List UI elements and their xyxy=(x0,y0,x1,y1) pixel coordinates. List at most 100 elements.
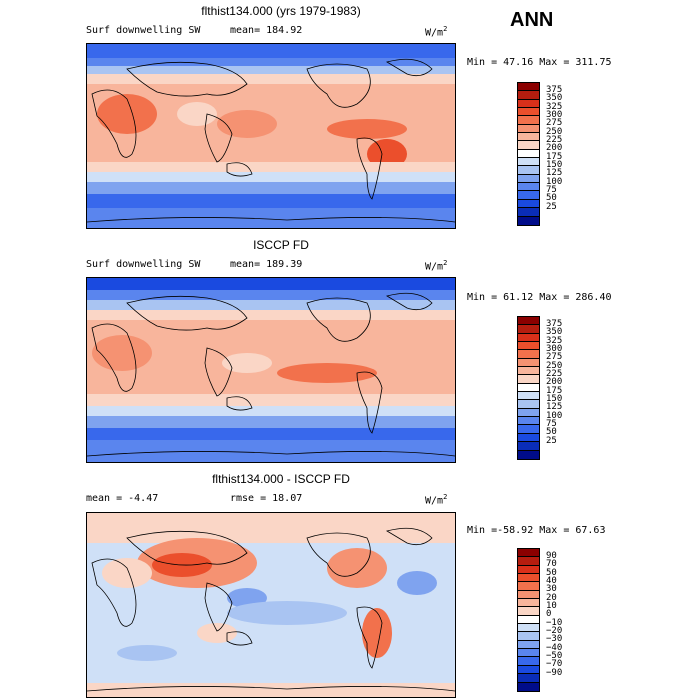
colorbar-level-label: 0 xyxy=(546,609,552,620)
colorbar-level-label: 30 xyxy=(546,584,557,595)
colorbar-level-label: −40 xyxy=(546,642,563,653)
colorbar-level-label: 200 xyxy=(546,143,563,154)
colorbar-level-label: 225 xyxy=(546,134,563,145)
panel-1-title: flthist134.000 (yrs 1979-1983) xyxy=(201,4,361,18)
colorbar-level-label: 175 xyxy=(546,151,563,162)
panel-3-title: flthist134.000 - ISCCP FD xyxy=(212,472,350,486)
colorbar-swatch xyxy=(518,141,539,150)
colorbar-level-label: 100 xyxy=(546,410,563,421)
colorbar-swatch xyxy=(518,624,539,633)
colorbar-swatch xyxy=(518,665,539,675)
colorbar-swatch xyxy=(518,425,539,434)
panel-1-map xyxy=(86,43,456,229)
colorbar-swatch xyxy=(518,557,539,566)
panel-1-left-label: Surf downwelling SW xyxy=(86,25,201,36)
panel-3-rmse-label: rmse = 18.07 xyxy=(230,493,303,504)
colorbar-swatch xyxy=(518,450,539,459)
colorbar-level-label: −70 xyxy=(546,659,563,670)
colorbar-swatch xyxy=(518,582,539,591)
colorbar-swatch xyxy=(518,174,539,184)
colorbar-level-label: 100 xyxy=(546,176,563,187)
colorbar-swatch xyxy=(518,433,539,443)
colorbar-level-label: 90 xyxy=(546,550,557,561)
season-label: ANN xyxy=(510,9,554,31)
colorbar-swatch xyxy=(518,166,539,175)
colorbar-swatch xyxy=(518,640,539,650)
panel-2-title: ISCCP FD xyxy=(253,238,309,252)
colorbar-swatch xyxy=(518,333,539,343)
colorbar-level-label: −30 xyxy=(546,634,563,645)
colorbar-level-label: 70 xyxy=(546,559,557,570)
panel-3-units: W/m2 xyxy=(425,493,448,507)
colorbar-level-label: 300 xyxy=(546,109,563,120)
colorbar-swatch xyxy=(518,199,539,209)
colorbar-level-label: −10 xyxy=(546,617,563,628)
colorbar-swatch xyxy=(518,599,539,608)
colorbar-swatch xyxy=(518,549,539,558)
colorbar-level-label: 125 xyxy=(546,402,563,413)
colorbar-level-label: 375 xyxy=(546,84,563,95)
colorbar-level-label: 50 xyxy=(546,427,557,438)
panel-3-minmax: Min =-58.92 Max = 67.63 xyxy=(467,525,606,536)
colorbar-swatch xyxy=(518,99,539,109)
colorbar-level-label: 350 xyxy=(546,327,563,338)
colorbar-level-label: 150 xyxy=(546,160,563,171)
colorbar-level-label: 350 xyxy=(546,93,563,104)
colorbar-level-label: 10 xyxy=(546,600,557,611)
panel-2-units: W/m2 xyxy=(425,259,448,273)
colorbar-level-label: 375 xyxy=(546,318,563,329)
panel-3-colorbar xyxy=(517,548,540,692)
colorbar-swatch xyxy=(518,590,539,600)
colorbar-level-label: 175 xyxy=(546,385,563,396)
panel-2-colorbar xyxy=(517,316,540,460)
colorbar-level-label: 250 xyxy=(546,360,563,371)
colorbar-level-label: 275 xyxy=(546,118,563,129)
colorbar-level-label: 150 xyxy=(546,394,563,405)
colorbar-level-label: 225 xyxy=(546,368,563,379)
colorbar-level-label: 250 xyxy=(546,126,563,137)
colorbar-level-label: 300 xyxy=(546,343,563,354)
colorbar-swatch xyxy=(518,392,539,401)
colorbar-level-label: 200 xyxy=(546,377,563,388)
colorbar-swatch xyxy=(518,208,539,217)
colorbar-swatch xyxy=(518,442,539,451)
colorbar-swatch xyxy=(518,674,539,683)
panel-1-mean-label: mean= 184.92 xyxy=(230,25,303,36)
panel-3-map xyxy=(86,512,456,698)
colorbar-level-label: 50 xyxy=(546,193,557,204)
colorbar-swatch xyxy=(518,124,539,134)
colorbar-swatch xyxy=(518,358,539,368)
colorbar-swatch xyxy=(518,116,539,125)
colorbar-swatch xyxy=(518,183,539,192)
colorbar-level-label: 125 xyxy=(546,168,563,179)
panel-2-left-label: Surf downwelling SW xyxy=(86,259,201,270)
colorbar-level-label: 75 xyxy=(546,185,557,196)
colorbar-swatch xyxy=(518,400,539,409)
colorbar-swatch xyxy=(518,367,539,376)
colorbar-level-label: 40 xyxy=(546,575,557,586)
colorbar-swatch xyxy=(518,657,539,666)
panel-1-minmax: Min = 47.16 Max = 311.75 xyxy=(467,57,612,68)
colorbar-swatch xyxy=(518,649,539,658)
colorbar-swatch xyxy=(518,408,539,418)
colorbar-swatch xyxy=(518,342,539,351)
colorbar-swatch xyxy=(518,607,539,616)
colorbar-swatch xyxy=(518,133,539,142)
colorbar-swatch xyxy=(518,375,539,384)
colorbar-level-label: 75 xyxy=(546,419,557,430)
colorbar-level-label: 275 xyxy=(546,352,563,363)
colorbar-swatch xyxy=(518,83,539,92)
panel-1-colorbar xyxy=(517,82,540,226)
colorbar-level-label: 20 xyxy=(546,592,557,603)
colorbar-level-label: 50 xyxy=(546,567,557,578)
panel-2-minmax: Min = 61.12 Max = 286.40 xyxy=(467,292,612,303)
colorbar-swatch xyxy=(518,158,539,167)
colorbar-swatch xyxy=(518,632,539,641)
colorbar-swatch xyxy=(518,91,539,100)
colorbar-level-label: 325 xyxy=(546,101,563,112)
colorbar-swatch xyxy=(518,682,539,691)
panel-1-units: W/m2 xyxy=(425,25,448,39)
colorbar-swatch xyxy=(518,216,539,225)
colorbar-swatch xyxy=(518,615,539,625)
colorbar-swatch xyxy=(518,325,539,334)
